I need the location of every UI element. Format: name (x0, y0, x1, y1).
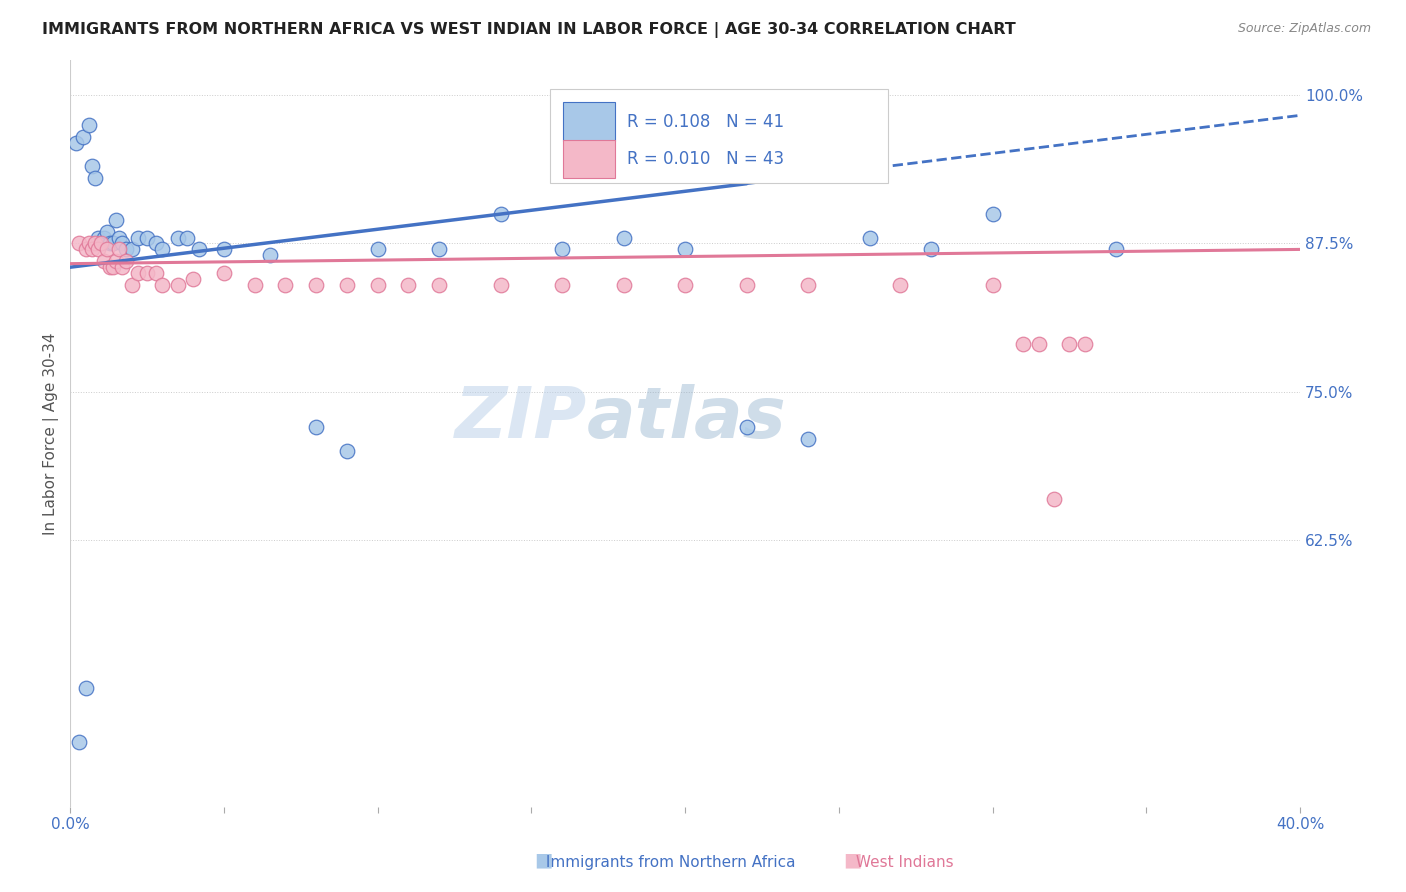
Point (858, 230, 880, 244)
Point (75, 681, 97, 696)
Text: Immigrants from Northern Africa: Immigrants from Northern Africa (541, 855, 796, 870)
Point (367, 243, 389, 257)
Point (80, 243, 103, 257)
Point (489, 207, 512, 221)
Point (114, 243, 136, 257)
Point (673, 243, 696, 257)
Point (69, 236, 91, 251)
Point (889, 278, 911, 293)
Point (1059, 337, 1081, 351)
Point (80, 160, 103, 174)
Point (243, 278, 266, 293)
FancyBboxPatch shape (550, 89, 889, 183)
Point (259, 248, 281, 262)
Point (367, 278, 389, 293)
Point (613, 230, 636, 244)
Point (111, 260, 134, 275)
Y-axis label: In Labor Force | Age 30-34: In Labor Force | Age 30-34 (44, 332, 59, 534)
Point (396, 278, 419, 293)
Point (98, 260, 121, 275)
FancyBboxPatch shape (564, 103, 614, 141)
Point (77, 118, 100, 132)
Point (551, 278, 574, 293)
Point (87, 243, 110, 257)
Text: ■: ■ (534, 851, 553, 870)
Point (1104, 243, 1126, 257)
Point (427, 278, 450, 293)
Point (188, 243, 211, 257)
Text: R = 0.108   N = 41: R = 0.108 N = 41 (627, 112, 785, 130)
Point (75, 243, 97, 257)
Point (305, 420, 328, 434)
Point (83, 236, 105, 251)
Point (274, 278, 297, 293)
Text: IMMIGRANTS FROM NORTHERN AFRICA VS WEST INDIAN IN LABOR FORCE | AGE 30-34 CORREL: IMMIGRANTS FROM NORTHERN AFRICA VS WEST … (42, 22, 1017, 38)
Point (735, 420, 758, 434)
Point (127, 266, 149, 280)
Point (108, 243, 131, 257)
Point (176, 230, 198, 244)
Point (981, 207, 1004, 221)
Point (797, 432, 820, 446)
Point (981, 278, 1004, 293)
Point (1012, 337, 1035, 351)
Point (87, 230, 110, 244)
Point (212, 266, 235, 280)
Point (673, 278, 696, 293)
Point (613, 278, 636, 293)
Point (305, 278, 328, 293)
Point (336, 444, 359, 458)
Point (98, 236, 121, 251)
Point (336, 278, 359, 293)
Point (145, 266, 167, 280)
Point (103, 236, 125, 251)
Point (93, 254, 115, 268)
Point (920, 243, 942, 257)
Point (90, 236, 112, 251)
Point (96, 243, 118, 257)
Point (90, 236, 112, 251)
Point (152, 243, 174, 257)
Point (121, 243, 143, 257)
Point (105, 254, 128, 268)
Point (427, 243, 450, 257)
Point (96, 225, 118, 239)
Text: R = 0.010   N = 43: R = 0.010 N = 43 (627, 150, 785, 168)
Point (152, 278, 174, 293)
Point (1074, 337, 1097, 351)
Point (114, 254, 136, 268)
Point (735, 278, 758, 293)
Point (127, 230, 149, 244)
Point (65, 136, 87, 150)
Point (83, 171, 105, 186)
Text: ■: ■ (844, 851, 862, 870)
Point (551, 243, 574, 257)
Point (111, 236, 134, 251)
Point (136, 230, 159, 244)
Text: ZIP: ZIP (454, 384, 586, 453)
Point (1028, 337, 1050, 351)
Point (166, 278, 188, 293)
Point (181, 272, 204, 286)
FancyBboxPatch shape (564, 139, 614, 178)
Point (145, 236, 167, 251)
Point (489, 278, 512, 293)
Point (212, 243, 235, 257)
Point (105, 212, 128, 227)
Point (103, 260, 125, 275)
Text: West Indians: West Indians (851, 855, 953, 870)
Point (797, 278, 820, 293)
Point (166, 230, 188, 244)
Text: Source: ZipAtlas.com: Source: ZipAtlas.com (1237, 22, 1371, 36)
Text: atlas: atlas (586, 384, 786, 453)
Point (1043, 491, 1066, 506)
Point (108, 230, 131, 244)
Point (136, 266, 159, 280)
Point (72, 129, 94, 144)
Point (69, 735, 91, 749)
Point (93, 230, 115, 244)
Point (77, 236, 100, 251)
Point (121, 278, 143, 293)
